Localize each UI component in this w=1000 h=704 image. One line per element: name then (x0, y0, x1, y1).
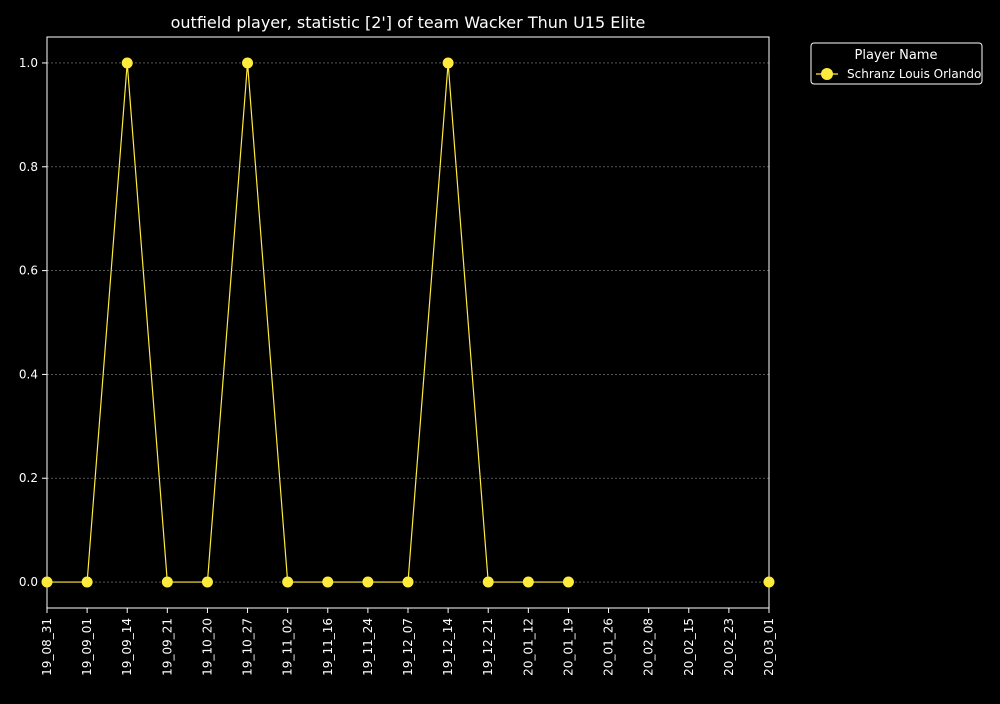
x-tick-label: 19_12_21 (481, 618, 495, 676)
x-tick-label: 20_03_01 (762, 618, 776, 676)
data-point (121, 57, 133, 69)
x-tick-label: 19_11_02 (281, 618, 295, 676)
y-tick-label: 0.0 (19, 575, 38, 589)
x-tick-label: 19_10_20 (200, 618, 214, 676)
x-tick-label: 19_10_27 (241, 618, 255, 676)
data-point (161, 576, 173, 588)
series-line (47, 62, 569, 583)
data-point (362, 576, 374, 588)
data-point (41, 576, 53, 588)
plot-frame (46, 36, 770, 609)
y-tick-label: 1.0 (19, 56, 38, 70)
data-point (201, 576, 213, 588)
data-point (522, 576, 534, 588)
chart-title: outfield player, statistic [2'] of team … (171, 13, 646, 32)
data-point (242, 57, 254, 69)
x-tick-label: 19_11_24 (361, 618, 375, 676)
legend-title: Player Name (855, 48, 938, 63)
data-point (482, 576, 494, 588)
data-point (562, 576, 574, 588)
legend-series-label: Schranz Louis Orlando (847, 67, 981, 81)
x-tick-label: 20_01_19 (561, 618, 575, 676)
data-point (402, 576, 414, 588)
legend: Player Name Schranz Louis Orlando (810, 42, 983, 85)
data-point (282, 576, 294, 588)
data-point (763, 576, 775, 588)
x-tick-label: 19_08_31 (40, 618, 54, 676)
y-tick-label: 0.8 (19, 160, 38, 174)
data-point (322, 576, 334, 588)
series-points (41, 57, 775, 588)
y-tick-label: 0.2 (19, 471, 38, 485)
x-tick-label: 19_12_07 (401, 618, 415, 676)
y-tick-label: 0.6 (19, 264, 38, 278)
data-point (442, 57, 454, 69)
legend-series-marker (821, 68, 833, 80)
data-point (81, 576, 93, 588)
x-tick-label: 20_01_26 (602, 618, 616, 676)
y-tick-label: 0.4 (19, 367, 38, 381)
axes: 0.0 0.2 0.4 0.6 0.8 1.0 19_08_31 19_09_01 19_09_… (19, 36, 776, 676)
x-tick-label: 20_02_08 (642, 618, 656, 676)
x-tick-label: 19_09_14 (120, 618, 134, 676)
x-tick-label: 19_09_21 (160, 618, 174, 676)
x-tick-label: 20_02_15 (682, 618, 696, 676)
legend-box (810, 42, 983, 85)
x-tick-label: 20_01_12 (521, 618, 535, 676)
x-tick-label: 19_09_01 (80, 618, 94, 676)
x-tick-label: 19_12_14 (441, 618, 455, 676)
x-tick-label: 20_02_23 (722, 618, 736, 676)
series-lines (47, 62, 569, 583)
x-tick-label: 19_11_16 (321, 618, 335, 676)
